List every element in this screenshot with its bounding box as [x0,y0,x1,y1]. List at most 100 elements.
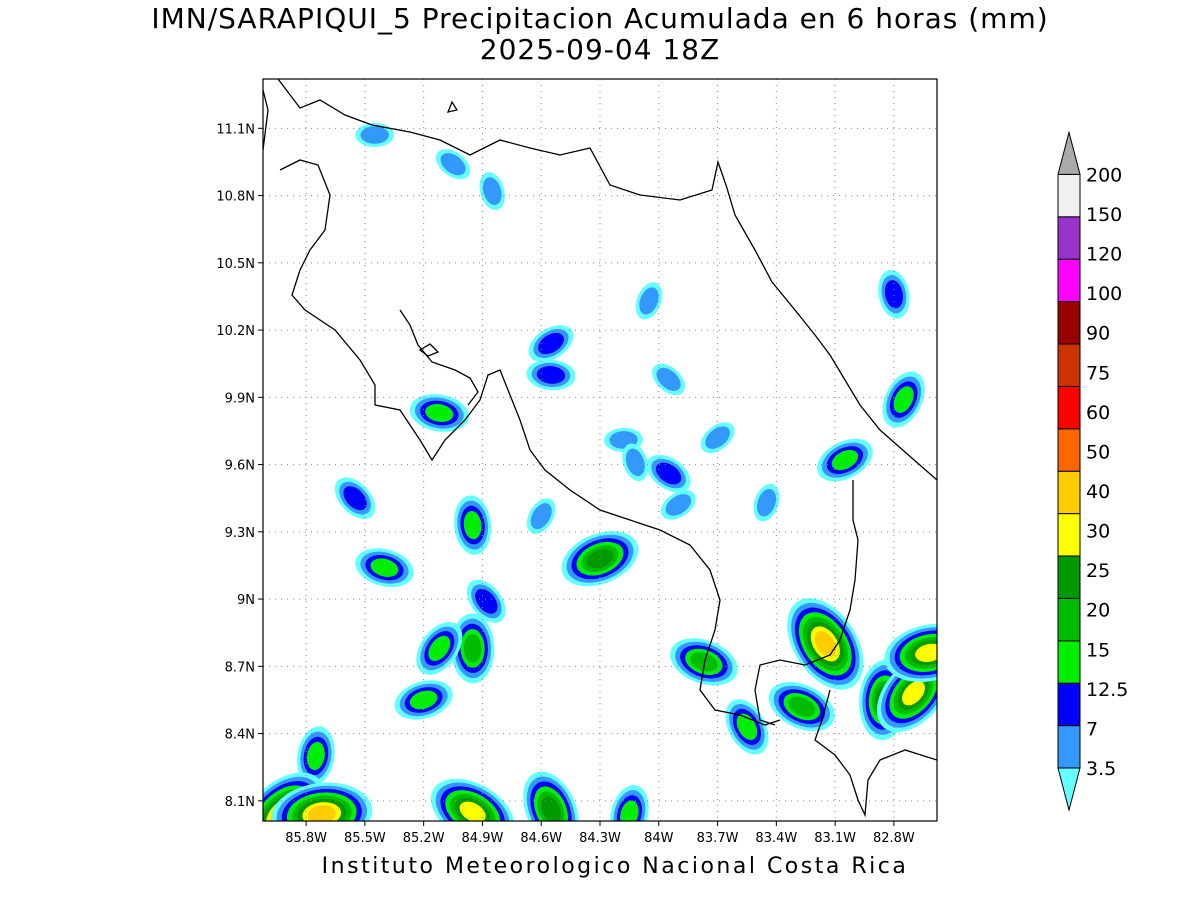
map-title: IMN/SARAPIQUI_5 Precipitacion Acumulada … [151,2,1049,35]
colorbar-segment [1057,343,1081,387]
precip-contour [884,280,903,309]
precip-contour [902,681,925,706]
colorbar-segment [1057,301,1081,345]
colorbar-label: 12.5 [1086,679,1128,701]
colorbar-label: 90 [1086,323,1110,345]
precip-cell [884,623,937,682]
colorbar-label: 50 [1086,441,1110,463]
x-tick-label: 82.8W [873,831,915,846]
colorbar-label: 15 [1086,639,1110,661]
precip-contour [620,800,639,821]
precip-cell [768,682,835,732]
y-tick-label: 8.4N [225,728,255,743]
precip-contour [788,696,816,717]
precip-contour [343,486,367,511]
x-tick-label: 83.7W [697,831,739,846]
precip-cell [610,785,649,821]
precip-cell [652,363,686,396]
coastlines-and-borders [263,79,937,818]
y-tick-label: 8.1N [225,795,255,810]
precip-cell [394,680,453,720]
institution-footer: Instituto Meteorologico Nacional Costa R… [321,854,909,879]
colorbar-label: 7 [1086,718,1098,740]
precip-cell [334,477,376,519]
precip-contour [409,690,438,710]
x-tick-label: 85.8W [285,831,327,846]
colorbar-segment [1057,216,1081,260]
precip-cell [670,638,738,686]
costa-rica-coastline-and-borders [277,79,937,481]
colorbar-label: 30 [1086,521,1110,543]
precipitation-field [263,123,937,821]
precip-cell [561,531,639,587]
precip-contour [625,448,645,477]
precip-contour [360,126,389,144]
y-tick-label: 10.2N [216,324,255,339]
x-tick-label: 85.2W [403,831,445,846]
colorbar-segment [1057,258,1081,303]
precip-contour [893,386,914,413]
x-tick-label: 84.9W [462,831,504,846]
colorbar-label: 40 [1086,481,1110,503]
precip-cell [700,422,735,454]
precip-contour [428,635,451,661]
precip-contour [475,588,498,614]
precip-cell [409,394,469,432]
precip-contour [536,366,566,384]
precip-cell [526,359,576,391]
x-tick-label: 83.4W [755,831,797,846]
precip-contour [705,426,730,449]
precip-contour [306,741,325,771]
y-tick-label: 9.9N [225,391,255,406]
precip-cell [817,438,873,482]
precip-contour [915,643,937,662]
precip-contour [541,796,561,821]
colorbar-label: 75 [1086,362,1110,384]
colorbar-segment [1057,597,1081,642]
precip-cell [416,621,463,675]
colorbar-segment [1057,682,1081,727]
colorbar-label: 25 [1086,560,1110,582]
x-tick-label: 84.6W [520,831,562,846]
precip-contour [665,494,692,516]
precip-cell [622,443,649,482]
colorbar-segment [1057,640,1081,684]
precip-cell [528,325,574,362]
precip-cell [450,613,495,684]
lat-lon-grid [263,79,937,821]
colorbar-label: 20 [1086,600,1110,622]
precip-cell [430,778,515,821]
nicoya-gulf-coast [399,309,479,406]
precip-cell [479,172,505,211]
colorbar-segment [1057,470,1081,515]
colorbar-segment [1057,385,1081,430]
colorbar-label: 120 [1086,244,1122,266]
y-tick-label: 8.7N [225,660,255,675]
colorbar-segment [1057,173,1081,218]
y-tick-label: 9.3N [225,526,255,541]
precip-cell [271,782,373,821]
precip-contour [656,367,681,391]
precip-contour [440,153,466,176]
precip-cell [787,598,864,690]
colorbar-segment [1057,555,1081,599]
colorbar-label: 200 [1086,164,1122,186]
colorbar-segment [1057,725,1081,769]
map-subtitle-date: 2025-09-04 18Z [479,33,721,66]
precip-contour [425,403,454,423]
precip-contour [690,652,718,672]
precip-contour [586,548,614,569]
precip-contour [655,462,682,485]
precip-contour [463,510,482,540]
precip-contour [370,558,399,577]
colorbar-label: 100 [1086,283,1122,305]
lake-island [446,100,459,113]
precip-cell [660,490,696,520]
colorbar-segment [1057,428,1081,472]
precip-cell [753,483,780,522]
x-tick-label: 83.1W [814,831,856,846]
colorbar: 3.5 7 12.5 15 20 25 30 40 50 60 75 90 100 120 150 200 [1057,130,1128,812]
colorbar-label: 3.5 [1086,758,1116,780]
precip-contour [482,177,502,205]
precip-cell [878,269,910,319]
